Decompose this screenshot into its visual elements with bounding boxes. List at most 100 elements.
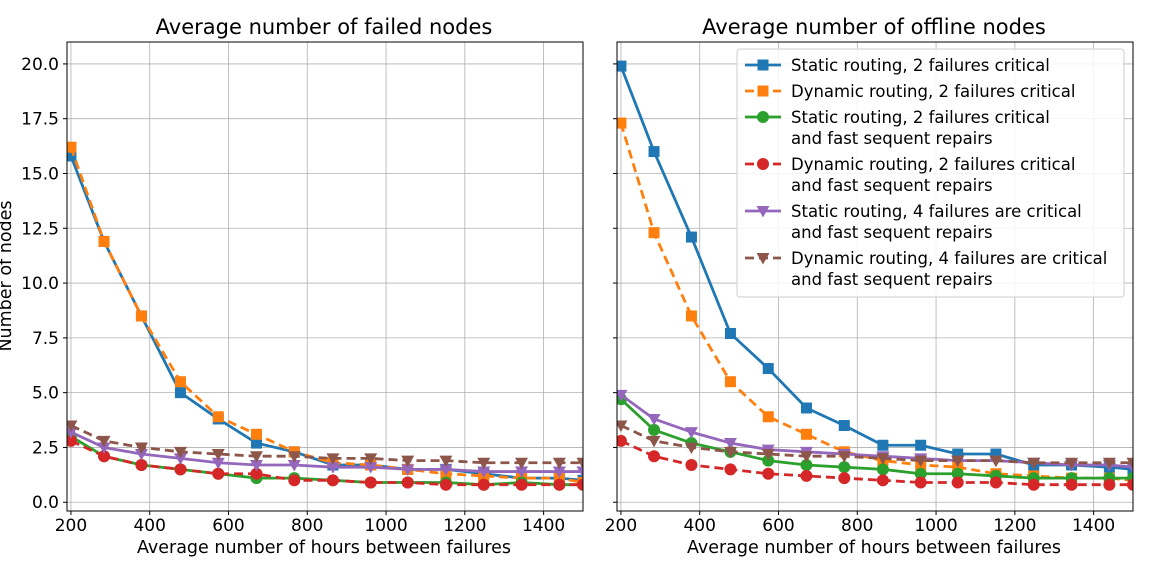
right-series-1-point	[990, 448, 1002, 460]
legend-label-line: and fast sequent repairs	[791, 129, 993, 148]
left-series-2-point	[135, 310, 147, 322]
right-series-4-point	[951, 476, 964, 489]
left-series-1-point	[67, 150, 77, 162]
left-series-4-point	[135, 458, 148, 471]
right-series-2-point	[762, 411, 774, 423]
right-series-4-point	[1065, 478, 1078, 491]
right-series-4-point	[617, 434, 627, 447]
left-chart-xlabel: Average number of hours between failures	[137, 538, 511, 558]
right-series-1-point	[915, 439, 927, 451]
right-series-2-point	[617, 117, 627, 129]
right-series-6-point	[914, 455, 928, 468]
right-series-6-point	[837, 451, 851, 463]
left-series-5-point	[134, 449, 148, 461]
left-y-tick-label: 5.0	[32, 384, 59, 404]
right-series-3-point	[951, 467, 964, 480]
left-chart-title: Average number of failed nodes	[156, 15, 493, 39]
left-series-5-point	[67, 427, 78, 439]
legend-label-line: Static routing, 2 failures critical	[791, 56, 1050, 75]
right-series-6-point	[1065, 457, 1079, 470]
right-x-tick-label: 1000	[914, 516, 957, 536]
legend-label-6: Dynamic routing, 4 failures are critical…	[791, 249, 1107, 289]
left-series-5-point	[97, 442, 111, 454]
left-series-6-point	[477, 457, 491, 470]
left-x-tick-label: 1200	[443, 516, 486, 536]
right-series-6-point	[617, 420, 628, 433]
left-series-4-point	[477, 478, 490, 491]
legend-marker-6	[756, 253, 770, 265]
right-series-1-point	[617, 60, 627, 72]
left-series-4-point	[515, 478, 528, 491]
legend-marker-2	[757, 85, 769, 97]
legend-marker-5	[756, 206, 770, 218]
right-series-6-point	[723, 446, 737, 459]
right-series-6-point	[951, 455, 965, 468]
left-series-6-point	[439, 455, 453, 468]
left-series-5-point	[576, 466, 583, 479]
right-chart-xlabel: Average number of hours between failures	[687, 538, 1061, 558]
left-series-4-point	[577, 478, 583, 491]
left-series-6-point	[364, 453, 378, 465]
left-series-6-point	[401, 455, 415, 468]
left-series-5-point	[552, 466, 566, 479]
left-series-2-point	[98, 235, 110, 247]
right-series-4-point	[1027, 478, 1040, 491]
right-series-4-point	[989, 476, 1002, 489]
left-series-6-point	[287, 451, 301, 463]
left-series-6-point	[134, 442, 148, 454]
right-x-tick-label: 200	[605, 516, 637, 536]
legend-label-line: Static routing, 2 failures critical	[791, 108, 1050, 127]
left-x-tick-label: 200	[55, 516, 87, 536]
left-y-tick-label: 10.0	[21, 274, 59, 294]
left-series-2-point	[212, 411, 224, 423]
right-series-6-point	[647, 435, 661, 448]
left-series-6-point	[249, 451, 263, 463]
right-series-4-point	[762, 467, 775, 480]
left-y-tick-label: 7.5	[32, 329, 59, 349]
right-series-6-point	[1027, 457, 1041, 470]
left-series-2-point	[553, 472, 565, 484]
left-series-4-point	[250, 467, 263, 480]
left-series-5-point	[249, 459, 263, 472]
legend: Static routing, 2 failures critical Dynam…	[736, 48, 1125, 298]
left-series-5-point	[515, 466, 529, 479]
right-series-2-point	[952, 461, 964, 473]
left-series-5-point	[211, 457, 225, 470]
right-series-2-point	[724, 376, 736, 388]
right-series-4-point	[1103, 478, 1116, 491]
right-series-4-point	[914, 476, 927, 489]
legend-label-5: Static routing, 4 failures are critical a…	[791, 202, 1082, 242]
legend-label-line: Dynamic routing, 2 failures critical	[791, 155, 1075, 174]
right-series-3-point	[762, 454, 775, 467]
right-x-tick-label: 400	[683, 516, 715, 536]
right-series-6-point	[989, 455, 1003, 468]
right-series-6-point	[1102, 457, 1116, 470]
right-series-5-line	[620, 393, 1133, 469]
right-series-6-point	[876, 453, 890, 465]
left-x-tick-label: 600	[212, 516, 244, 536]
left-series-1-line	[69, 155, 583, 482]
left-series-4-point	[553, 478, 566, 491]
right-series-3-point	[648, 423, 661, 436]
right-series-5-point	[617, 389, 628, 402]
right-x-tick-label: 600	[762, 516, 794, 536]
legend-label-line: Dynamic routing, 2 failures critical	[791, 82, 1075, 101]
left-series-6-point	[97, 435, 111, 448]
left-chart-panel: Average number of failed nodes Average n…	[0, 15, 584, 558]
left-series-4-point	[401, 476, 414, 489]
legend-label-line: and fast sequent repairs	[791, 176, 993, 195]
left-x-tick-label: 800	[291, 516, 323, 536]
legend-label-1: Static routing, 2 failures critical	[791, 56, 1050, 75]
legend-marker-4	[757, 158, 769, 170]
right-series-5-point	[684, 427, 698, 439]
left-series-2-line	[69, 146, 583, 484]
left-series-6-point	[576, 457, 583, 470]
left-series-4-point	[174, 463, 187, 476]
left-series-4-point	[67, 434, 77, 447]
right-series-4-point	[876, 474, 889, 487]
left-y-tick-label: 2.5	[32, 438, 59, 458]
right-series-4-point	[838, 472, 851, 485]
left-series-4-point	[364, 476, 377, 489]
legend-label-line: and fast sequent repairs	[791, 223, 993, 242]
